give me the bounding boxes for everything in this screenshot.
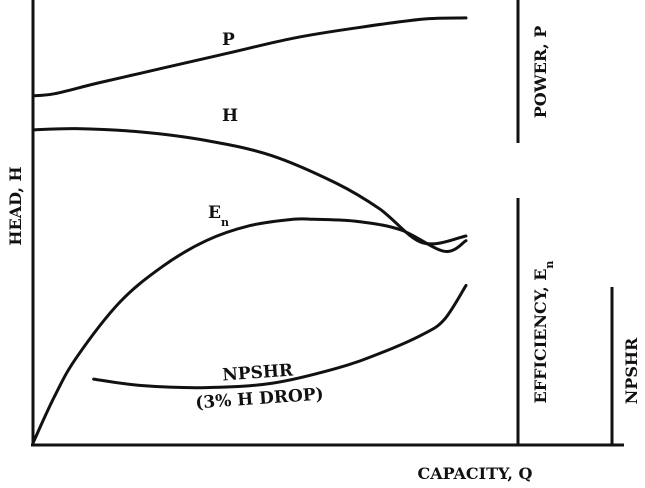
npshr-axis-label: NPSHR [622,337,641,404]
series-line-npshr [92,283,468,390]
efficiency-axis-label-main: EFFICIENCY, E [531,269,550,404]
curves-group [31,16,468,445]
x-axis-label: CAPACITY, Q [418,464,533,483]
series-line-en [31,217,468,445]
series-label-npshr: NPSHR [222,361,295,386]
series-label-p: P [222,30,235,50]
y-axis-label: HEAD, H [6,166,25,245]
series-line-p [31,16,468,98]
series-label-en: En [208,203,229,229]
efficiency-axis-label: EFFICIENCY, En [531,261,556,404]
series-label-h: H [222,106,238,126]
power-axis-label: POWER, P [531,26,550,119]
series-label-en-sub: n [221,216,229,229]
efficiency-axis-label-sub: n [543,261,556,269]
series-label-en-main: E [208,203,221,223]
